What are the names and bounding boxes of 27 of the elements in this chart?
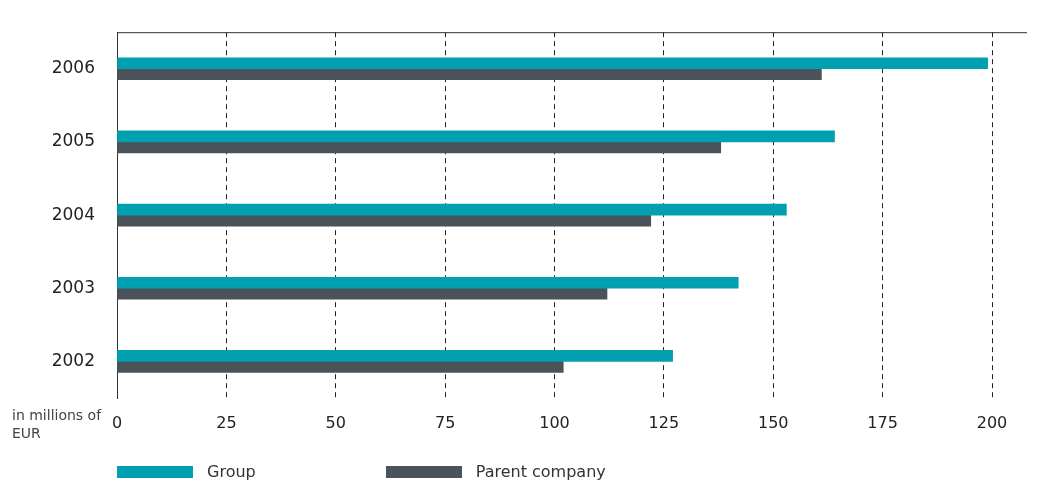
bar — [117, 276, 739, 289]
bar — [117, 361, 564, 373]
x-tick-label: 150 — [757, 412, 789, 432]
bar — [117, 68, 822, 81]
x-tick-label: 50 — [325, 412, 346, 432]
y-tick-label: 2003 — [51, 276, 95, 297]
x-tick-label: 175 — [867, 412, 898, 432]
y-tick-label: 2002 — [51, 349, 95, 370]
x-tick-label: 0 — [111, 412, 123, 432]
bar — [117, 130, 835, 143]
x-tick-label: 75 — [434, 412, 456, 432]
x-tick-label: 25 — [216, 412, 237, 432]
y-tick-label: 2004 — [51, 203, 95, 224]
x-tick-label: 125 — [648, 412, 680, 432]
x-tick-label: 200 — [976, 412, 1008, 432]
x-tick-label: 100 — [539, 412, 570, 432]
bar — [117, 141, 722, 154]
y-tick-label: 2005 — [51, 130, 95, 151]
legend-label: Group — [207, 462, 256, 481]
x-axis-title: in millions of EUR — [12, 406, 102, 442]
bar — [117, 350, 673, 362]
legend-label: Parent company — [475, 462, 606, 481]
bar — [117, 203, 787, 216]
bar — [117, 214, 652, 227]
bar — [117, 57, 988, 70]
y-tick-label: 2006 — [51, 57, 95, 78]
bar — [117, 287, 608, 300]
